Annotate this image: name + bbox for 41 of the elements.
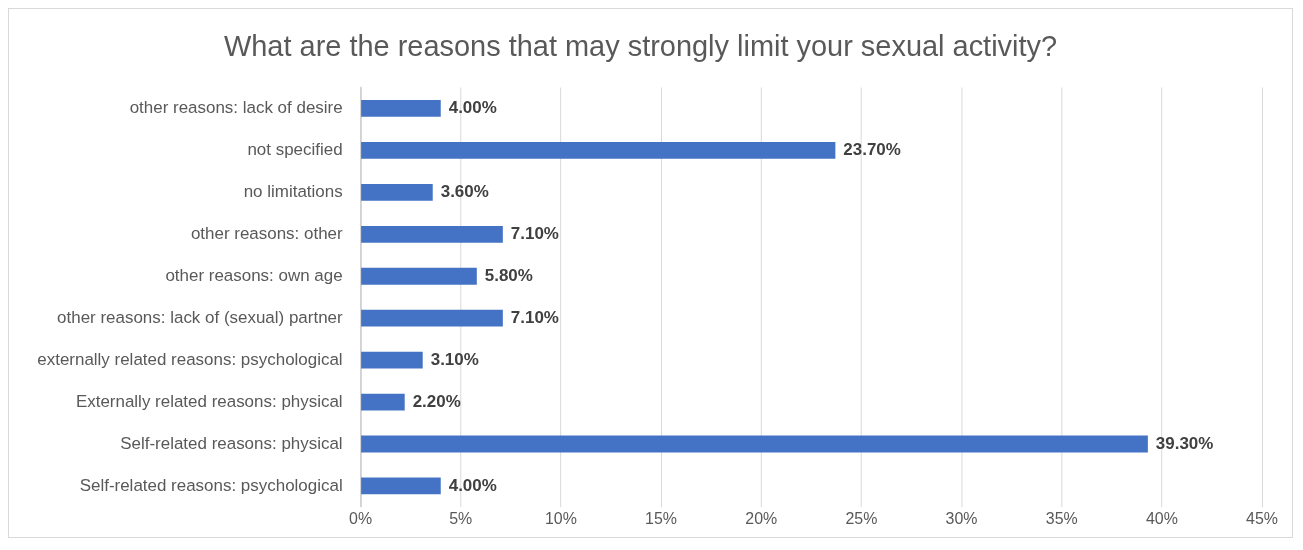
- x-tick-label: 5%: [449, 509, 473, 527]
- y-tick-label: no limitations: [243, 182, 343, 202]
- y-tick-label: Self-related reasons: physical: [120, 433, 343, 453]
- data-label: 3.60%: [440, 182, 489, 202]
- data-label: 7.10%: [510, 223, 559, 243]
- data-label: 4.00%: [448, 475, 497, 495]
- bar: [361, 435, 1148, 453]
- y-tick-label: Self-related reasons: psychological: [79, 475, 343, 495]
- data-label: 5.80%: [484, 265, 533, 285]
- bar: [361, 183, 433, 201]
- x-tick-label: 40%: [1145, 509, 1178, 527]
- x-tick-label: 35%: [1045, 509, 1078, 527]
- y-tick-label: other reasons: own age: [165, 265, 343, 285]
- bar: [361, 477, 441, 495]
- y-tick-label: other reasons: other: [190, 223, 343, 243]
- bar: [361, 267, 477, 285]
- x-tick-label: 0%: [349, 509, 373, 527]
- data-label: 39.30%: [1155, 433, 1214, 453]
- y-tick-label: other reasons: lack of desire: [129, 98, 343, 118]
- y-tick-label: not specified: [247, 140, 343, 160]
- data-label: 3.10%: [430, 349, 479, 369]
- x-tick-label: 30%: [945, 509, 978, 527]
- bar: [361, 393, 405, 411]
- y-tick-label: Externally related reasons: physical: [75, 391, 343, 411]
- data-label: 4.00%: [448, 98, 497, 118]
- bar: [361, 351, 423, 369]
- chart-title: What are the reasons that may strongly limit your sexual activity?: [223, 30, 1058, 63]
- x-tick-label: 25%: [845, 509, 878, 527]
- y-tick-label: externally related reasons: psychological: [37, 349, 343, 369]
- x-tick-label: 45%: [1246, 509, 1279, 527]
- bar: [361, 100, 441, 117]
- x-tick-label: 20%: [745, 509, 778, 527]
- data-label: 7.10%: [510, 307, 559, 327]
- y-tick-label: other reasons: lack of (sexual) partner: [57, 307, 344, 327]
- data-label: 23.70%: [843, 140, 901, 160]
- data-label: 2.20%: [412, 391, 461, 411]
- bar: [361, 142, 836, 159]
- x-tick-label: 15%: [645, 509, 678, 527]
- x-tick-label: 10%: [544, 509, 577, 527]
- bar: [361, 309, 503, 327]
- bar: [361, 225, 503, 243]
